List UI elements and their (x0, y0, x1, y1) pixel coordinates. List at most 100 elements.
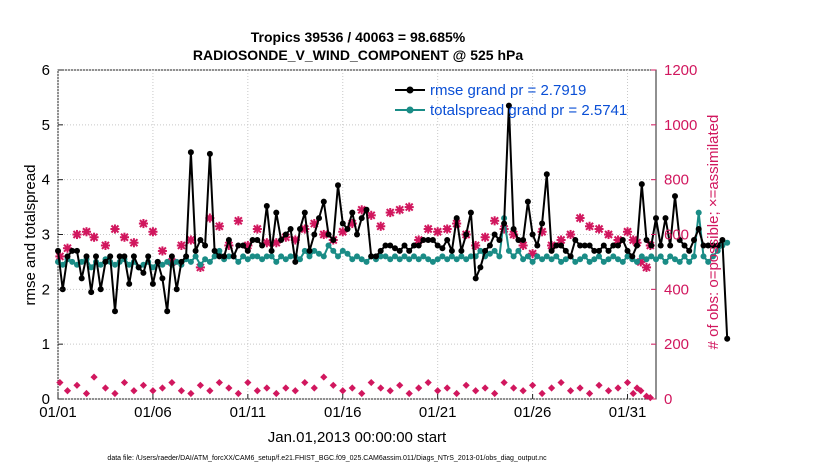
rmse-data-point (116, 253, 123, 260)
legend-totalspread-marker (406, 106, 414, 114)
totalspread-data-point (363, 258, 370, 265)
possible-count-marker (301, 378, 309, 387)
legend-totalspread-label: totalspread grand pr = 2.5741 (430, 102, 627, 119)
rmse-data-point (297, 226, 303, 232)
rmse-data-point (230, 253, 237, 260)
rmse-data-point (448, 247, 455, 254)
rmse-data-point (145, 253, 152, 260)
rmse-data-point (282, 231, 289, 238)
rmse-data-point (287, 226, 294, 232)
totalspread-data-point (695, 209, 702, 216)
possible-count-marker (253, 387, 261, 395)
possible-count-marker (481, 384, 489, 392)
rmse-data-point (74, 247, 80, 254)
rmse-data-point (221, 253, 228, 260)
totalspread-data-point (164, 258, 171, 265)
totalspread-data-point (444, 256, 451, 263)
assimilated-count-marker (385, 208, 395, 218)
rmse-data-point (154, 258, 161, 265)
possible-count-marker (386, 387, 394, 395)
totalspread-data-point (477, 247, 484, 254)
rmse-data-point (330, 237, 337, 243)
totalspread-data-point (638, 253, 645, 260)
assimilated-count-marker (480, 232, 490, 242)
possible-count-marker (424, 378, 432, 387)
totalspread-data-point (448, 253, 455, 260)
rmse-data-point (539, 220, 546, 227)
totalspread-data-point (311, 247, 318, 254)
rmse-data-point (638, 181, 645, 188)
totalspread-data-point (520, 256, 527, 263)
assimilated-count-marker (433, 227, 443, 237)
rmse-data-point (529, 231, 536, 238)
rmse-data-point (610, 242, 617, 249)
rmse-data-point (173, 286, 180, 293)
rmse-data-point (586, 242, 593, 249)
rmse-data-point (368, 253, 375, 260)
y-tick-label: 3 (42, 227, 50, 244)
totalspread-data-point (211, 253, 218, 260)
totalspread-data-point (705, 258, 712, 265)
possible-count-marker (206, 387, 214, 395)
totalspread-data-point (301, 247, 308, 254)
rmse-data-point (102, 258, 109, 265)
totalspread-data-point (486, 250, 493, 257)
totalspread-data-point (358, 256, 365, 263)
rmse-data-point (278, 237, 285, 243)
totalspread-data-point (382, 253, 389, 260)
rmse-data-point (93, 253, 99, 260)
rmse-data-point (320, 198, 327, 205)
totalspread-data-point (681, 253, 688, 260)
rmse-data-point (672, 193, 678, 200)
rmse-data-point (719, 237, 726, 243)
rmse-data-point (510, 226, 517, 232)
totalspread-data-point (634, 258, 640, 265)
totalspread-data-point (425, 256, 432, 263)
assimilated-count-marker (603, 229, 614, 240)
totalspread-data-point (539, 256, 546, 263)
right-y-tick-label: 400 (664, 281, 689, 298)
totalspread-data-point (619, 258, 626, 265)
x-axis-label: Jan.01,2013 00:00:00 start (268, 429, 447, 446)
possible-count-marker (510, 384, 518, 392)
rmse-data-point (164, 308, 171, 315)
assimilated-count-marker (176, 240, 186, 251)
possible-count-marker (320, 373, 328, 381)
totalspread-data-point (282, 256, 289, 263)
rmse-data-point (676, 237, 683, 243)
possible-count-marker (367, 378, 375, 387)
rmse-data-point (629, 253, 636, 260)
possible-count-marker (491, 389, 499, 398)
rmse-data-point (401, 242, 408, 249)
totalspread-data-point (434, 256, 441, 263)
possible-count-marker (196, 381, 204, 389)
totalspread-data-point (316, 250, 322, 257)
totalspread-data-point (225, 253, 232, 260)
rmse-data-point (653, 215, 659, 222)
y-tick-label: 4 (42, 172, 50, 189)
rmse-data-point (714, 242, 721, 249)
possible-count-marker (576, 384, 584, 392)
assimilated-count-marker (157, 246, 167, 256)
rmse-data-point (396, 247, 403, 254)
totalspread-data-point (439, 253, 446, 260)
assimilated-count-marker (366, 210, 376, 220)
totalspread-data-point (197, 261, 204, 268)
possible-count-marker (462, 381, 470, 389)
chart-subtitle: RADIOSONDE_V_WIND_COMPONENT @ 525 hPa (193, 47, 523, 63)
rmse-data-point (311, 231, 318, 238)
totalspread-data-point (287, 253, 294, 260)
rmse-data-point (429, 237, 436, 243)
totalspread-data-point (69, 258, 76, 265)
possible-count-marker (443, 384, 451, 392)
totalspread-data-point (458, 253, 465, 260)
possible-count-marker (291, 387, 299, 395)
totalspread-data-point (710, 253, 716, 260)
possible-count-marker (377, 384, 385, 392)
series-lines (55, 102, 731, 342)
totalspread-data-point (515, 247, 522, 254)
possible-count-marker (595, 381, 603, 389)
rmse-data-point (183, 253, 190, 260)
assimilated-count-marker (566, 229, 576, 240)
